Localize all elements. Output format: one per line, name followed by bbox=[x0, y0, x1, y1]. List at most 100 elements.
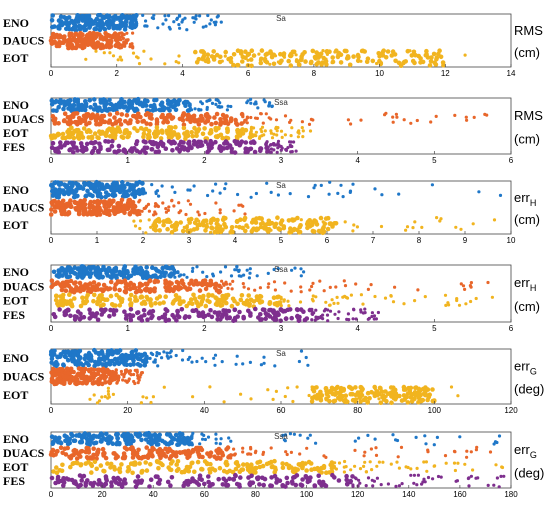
point-eot bbox=[75, 133, 81, 139]
point-duacs bbox=[353, 448, 357, 452]
point-eot bbox=[153, 301, 158, 306]
point-eot bbox=[116, 58, 120, 62]
point-eot bbox=[60, 131, 66, 137]
point-duacs bbox=[83, 366, 88, 372]
point-eot bbox=[162, 385, 166, 389]
point-duacs bbox=[99, 113, 105, 119]
point-eot bbox=[215, 217, 220, 223]
point-eot bbox=[385, 49, 391, 54]
point-eno bbox=[93, 267, 98, 273]
point-eno bbox=[214, 432, 218, 436]
point-fes bbox=[78, 141, 84, 146]
point-fes bbox=[260, 307, 266, 312]
point-eot bbox=[145, 396, 149, 400]
point-eno bbox=[306, 195, 311, 199]
point-eot bbox=[333, 391, 339, 397]
point-fes bbox=[370, 311, 374, 315]
point-eno bbox=[123, 193, 129, 199]
point-eot bbox=[201, 293, 206, 299]
point-eno bbox=[213, 353, 218, 357]
point-fes bbox=[104, 478, 109, 483]
point-eot bbox=[321, 49, 325, 53]
point-eot bbox=[259, 48, 265, 53]
point-eot bbox=[269, 129, 273, 133]
point-fes bbox=[294, 149, 298, 153]
point-eno bbox=[88, 105, 93, 110]
point-duacs bbox=[299, 285, 303, 289]
point-duacs bbox=[52, 116, 58, 122]
point-fes bbox=[185, 147, 191, 153]
point-fes bbox=[312, 311, 316, 315]
point-fes bbox=[249, 473, 254, 479]
point-eot bbox=[128, 292, 134, 298]
point-eno bbox=[203, 437, 207, 442]
point-fes bbox=[209, 482, 214, 487]
point-eot bbox=[193, 49, 198, 55]
point-daucs bbox=[106, 203, 112, 209]
point-eno bbox=[127, 353, 133, 359]
point-eot bbox=[89, 463, 95, 469]
point-eot bbox=[337, 393, 343, 399]
point-eno bbox=[366, 433, 370, 437]
point-eno bbox=[96, 13, 101, 18]
point-fes bbox=[251, 139, 256, 144]
point-fes bbox=[208, 308, 213, 313]
point-duacs bbox=[393, 285, 397, 289]
point-eno bbox=[248, 267, 252, 271]
point-duacs bbox=[469, 450, 473, 454]
point-eot bbox=[107, 134, 113, 139]
point-eno bbox=[129, 16, 134, 21]
point-daucs bbox=[80, 43, 85, 48]
point-eot bbox=[220, 59, 224, 63]
point-eot bbox=[171, 130, 177, 135]
point-eot bbox=[149, 225, 153, 229]
point-eot bbox=[355, 58, 361, 64]
point-eot bbox=[146, 132, 152, 137]
point-eot bbox=[229, 303, 235, 309]
point-eot bbox=[338, 60, 344, 65]
point-eno bbox=[302, 270, 306, 274]
point-eot bbox=[389, 400, 394, 406]
point-fes bbox=[344, 473, 349, 479]
point-eot bbox=[397, 393, 401, 398]
point-fes bbox=[216, 476, 221, 482]
point-duacs bbox=[391, 120, 395, 124]
point-fes bbox=[357, 478, 361, 482]
point-eno bbox=[125, 275, 131, 281]
point-eot bbox=[138, 226, 142, 231]
point-eot bbox=[471, 222, 475, 226]
point-eot bbox=[273, 467, 278, 473]
point-daucs bbox=[107, 212, 112, 217]
point-daucs bbox=[72, 45, 78, 51]
point-duacs bbox=[305, 446, 309, 450]
point-eot bbox=[428, 59, 434, 64]
point-duacs bbox=[246, 287, 251, 291]
point-daucs bbox=[72, 200, 78, 206]
point-duacs bbox=[374, 453, 379, 457]
point-eot bbox=[142, 49, 146, 53]
point-daucs bbox=[79, 202, 85, 208]
point-duacs bbox=[49, 284, 54, 290]
point-fes bbox=[186, 314, 192, 320]
point-eno bbox=[151, 102, 157, 108]
point-eot bbox=[177, 54, 181, 58]
point-eot bbox=[117, 129, 123, 134]
point-fes bbox=[198, 143, 203, 148]
point-fes bbox=[247, 481, 252, 487]
point-duacs bbox=[56, 372, 61, 377]
point-eot bbox=[147, 128, 152, 134]
point-eot bbox=[92, 459, 98, 465]
point-duacs bbox=[96, 447, 101, 453]
points-group bbox=[48, 96, 489, 155]
point-fes bbox=[233, 472, 238, 478]
panel-title: Sa bbox=[276, 14, 286, 23]
point-daucs bbox=[122, 33, 126, 37]
point-fes bbox=[135, 481, 140, 487]
point-eno bbox=[276, 193, 280, 197]
x-tick-label: 2 bbox=[202, 324, 207, 333]
point-eot bbox=[239, 293, 245, 298]
point-eno bbox=[107, 97, 112, 103]
point-fes bbox=[227, 476, 232, 482]
point-fes bbox=[132, 146, 137, 151]
